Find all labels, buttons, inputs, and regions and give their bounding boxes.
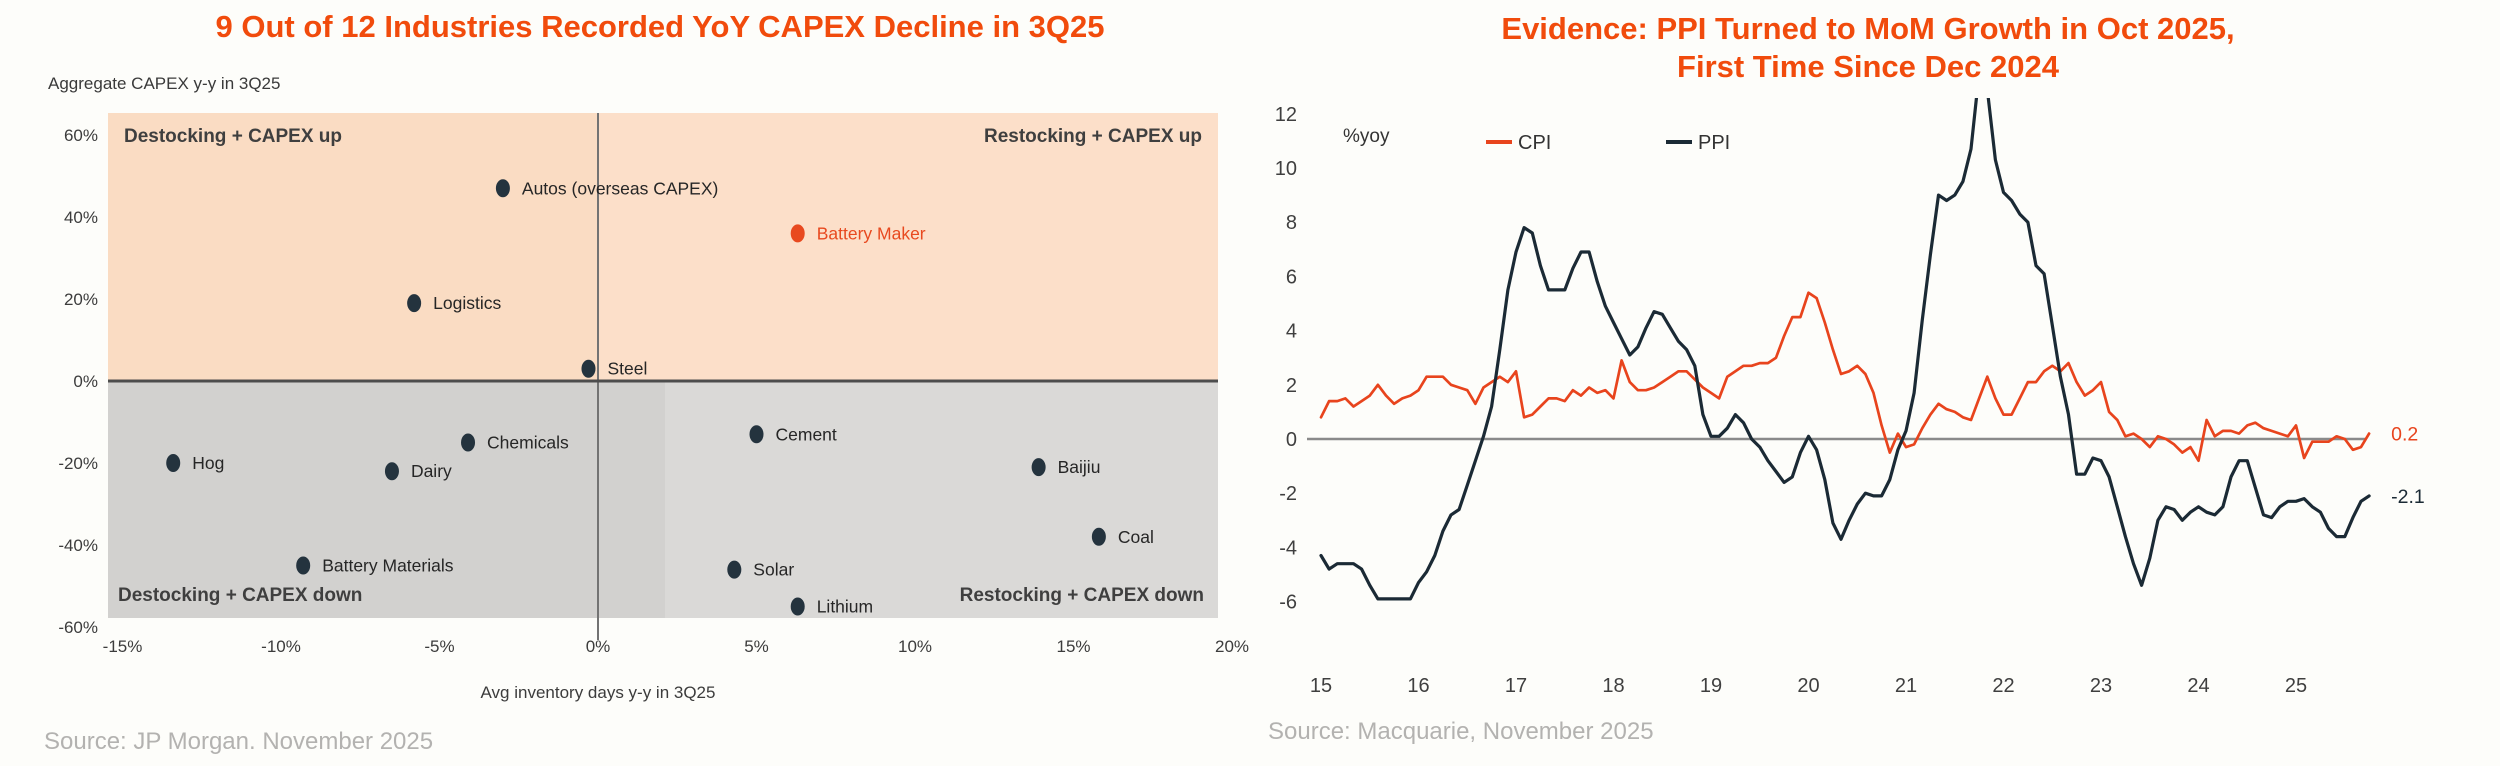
right-x-tick-label: 19 xyxy=(1700,675,1722,697)
right-y-tick-label: -4 xyxy=(1279,537,1297,559)
scatter-label-baijiu: Baijiu xyxy=(1058,457,1101,477)
scatter-label-solar: Solar xyxy=(753,560,794,580)
left-y-tick-label: 60% xyxy=(64,126,98,145)
right-y-tick-label: -2 xyxy=(1279,483,1297,505)
scatter-point-chemicals xyxy=(461,433,476,452)
scatter-point-battery-maker xyxy=(790,224,805,243)
scatter-label-battery-materials: Battery Materials xyxy=(322,556,454,576)
left-y-tick-label: 0% xyxy=(73,372,98,391)
right-chart-title-line2: First Time Since Dec 2024 xyxy=(1677,49,2059,84)
legend-label-cpi: CPI xyxy=(1518,132,1551,154)
scatter-point-coal xyxy=(1091,527,1106,546)
scatter-point-cement xyxy=(749,425,764,444)
scatter-point-baijiu xyxy=(1031,458,1046,477)
left-y-tick-label: -20% xyxy=(58,454,98,473)
scatter-label-coal: Coal xyxy=(1118,527,1154,547)
left-chart-title: 9 Out of 12 Industries Recorded YoY CAPE… xyxy=(215,9,1105,44)
left-chart-source: Source: JP Morgan. November 2025 xyxy=(44,728,434,755)
left-x-tick-label: -15% xyxy=(103,637,143,656)
left-y-tick-label: -40% xyxy=(58,536,98,555)
quadrant-rect-top-left xyxy=(108,113,598,381)
quadrant-label-top-left: Destocking + CAPEX up xyxy=(124,126,342,147)
left-x-tick-label: 0% xyxy=(586,637,611,656)
right-x-tick-label: 20 xyxy=(1797,675,1819,697)
left-x-tick-label: 10% xyxy=(898,637,932,656)
ppi-line xyxy=(1319,98,2371,601)
right-chart-title-line1: Evidence: PPI Turned to MoM Growth in Oc… xyxy=(1501,11,2235,46)
right-y-tick-label: 10 xyxy=(1275,158,1297,180)
scatter-point-hog xyxy=(166,454,181,472)
scatter-point-battery-materials xyxy=(296,556,311,575)
right-y-tick-label: 2 xyxy=(1286,375,1297,397)
right-unit-label: %yoy xyxy=(1343,126,1390,147)
scatter-label-hog: Hog xyxy=(192,453,224,473)
right-x-tick-label: 21 xyxy=(1895,675,1917,697)
right-y-tick-label: 8 xyxy=(1286,212,1297,234)
scatter-label-autos-overseas-capex: Autos (overseas CAPEX) xyxy=(522,178,718,198)
left-x-tick-label: 5% xyxy=(744,637,769,656)
right-x-tick-label: 23 xyxy=(2090,675,2112,697)
scatter-point-logistics xyxy=(407,294,422,313)
scatter-point-autos-overseas-capex xyxy=(495,179,510,198)
quadrant-rect-bottom-right xyxy=(665,381,1218,618)
scatter-point-lithium xyxy=(790,597,805,616)
left-x-tick-label: 20% xyxy=(1215,637,1249,656)
right-y-tick-label: 6 xyxy=(1286,266,1297,288)
quadrant-rect-top-right xyxy=(598,113,1218,381)
right-x-tick-label: 24 xyxy=(2187,675,2209,697)
cpi-end-label: 0.2 xyxy=(2391,424,2418,446)
scatter-label-battery-maker: Battery Maker xyxy=(817,223,926,243)
scatter-point-solar xyxy=(727,560,742,579)
left-x-tick-label: 15% xyxy=(1056,637,1090,656)
right-y-tick-label: 12 xyxy=(1275,104,1297,126)
right-chart-title: Evidence: PPI Turned to MoM Growth in Oc… xyxy=(1283,10,2453,86)
left-y-tick-label: 20% xyxy=(64,290,98,309)
left-x-axis-title: Avg inventory days y-y in 3Q25 xyxy=(481,683,716,702)
legend-label-ppi: PPI xyxy=(1698,132,1730,154)
quadrant-label-bottom-left: Destocking + CAPEX down xyxy=(118,585,362,606)
cpi-line xyxy=(1319,291,2371,463)
right-x-tick-label: 25 xyxy=(2285,675,2307,697)
quadrant-label-top-right: Restocking + CAPEX up xyxy=(984,126,1202,147)
scatter-label-cement: Cement xyxy=(776,424,837,444)
scatter-point-dairy xyxy=(384,462,399,481)
right-x-tick-label: 17 xyxy=(1505,675,1527,697)
right-x-tick-label: 15 xyxy=(1310,675,1332,697)
right-x-tick-label: 16 xyxy=(1407,675,1429,697)
scatter-label-chemicals: Chemicals xyxy=(487,433,569,453)
scatter-point-steel xyxy=(581,359,596,378)
ppi-end-label: -2.1 xyxy=(2391,486,2425,508)
right-y-tick-label: 4 xyxy=(1286,321,1297,343)
left-y-tick-label: 40% xyxy=(64,208,98,227)
right-x-tick-label: 18 xyxy=(1602,675,1624,697)
scatter-label-dairy: Dairy xyxy=(411,461,452,481)
scatter-label-logistics: Logistics xyxy=(433,293,501,313)
right-chart-source: Source: Macquarie, November 2025 xyxy=(1268,718,1654,745)
scatter-label-lithium: Lithium xyxy=(817,597,873,617)
quadrant-rect-bottom-left xyxy=(108,381,665,618)
right-y-tick-label: -6 xyxy=(1279,592,1297,614)
left-x-tick-label: -5% xyxy=(424,637,454,656)
scatter-label-steel: Steel xyxy=(607,359,647,379)
left-y-tick-label: -60% xyxy=(58,618,98,637)
left-chart-y-axis-title: Aggregate CAPEX y-y in 3Q25 xyxy=(48,74,281,93)
left-x-tick-label: -10% xyxy=(261,637,301,656)
quadrant-label-bottom-right: Restocking + CAPEX down xyxy=(960,585,1204,606)
right-y-tick-label: 0 xyxy=(1286,429,1297,451)
right-x-tick-label: 22 xyxy=(1992,675,2014,697)
